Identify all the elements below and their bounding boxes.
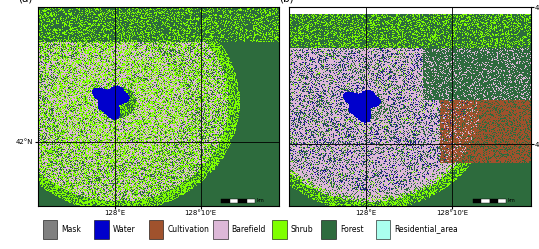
Bar <box>213 220 227 239</box>
Text: Cultivation: Cultivation <box>168 225 209 234</box>
Text: Water: Water <box>113 225 136 234</box>
Bar <box>246 199 255 203</box>
Bar <box>473 199 481 203</box>
Text: (b): (b) <box>280 0 294 3</box>
Bar <box>272 220 287 239</box>
Bar <box>94 220 109 239</box>
Bar <box>222 199 230 203</box>
Text: km: km <box>508 198 516 203</box>
Text: Forest: Forest <box>340 225 364 234</box>
Text: (a): (a) <box>18 0 33 3</box>
Bar <box>230 199 238 203</box>
Bar <box>489 199 498 203</box>
Text: Mask: Mask <box>61 225 81 234</box>
Bar <box>149 220 163 239</box>
Text: Shrub: Shrub <box>291 225 313 234</box>
Bar <box>238 199 246 203</box>
Text: km: km <box>257 198 264 203</box>
Bar <box>376 220 390 239</box>
Bar <box>321 220 336 239</box>
Text: Residential_area: Residential_area <box>395 225 458 234</box>
Bar <box>43 220 58 239</box>
Bar <box>498 199 506 203</box>
Bar <box>481 199 489 203</box>
Text: Barefield: Barefield <box>232 225 266 234</box>
